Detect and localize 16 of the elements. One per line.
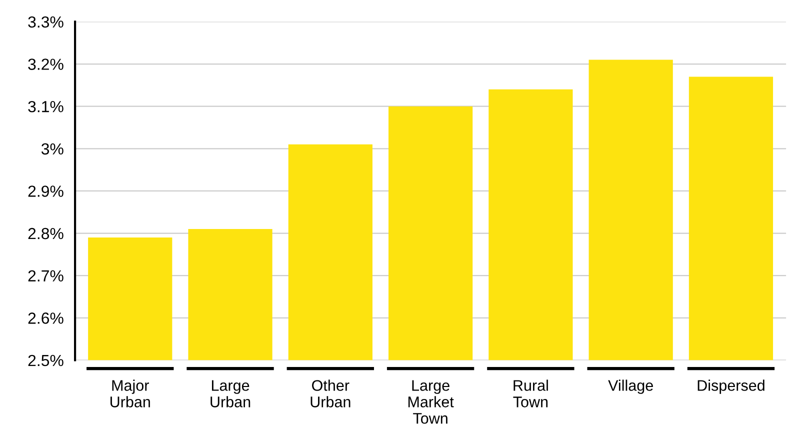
x-tick-label: Major Urban [110,380,150,408]
y-tick-label: 2.7% [28,270,64,282]
x-tick-label: Village [608,380,653,394]
y-tick-label: 2.5% [28,354,64,366]
x-tick-label: Other Urban [310,380,350,408]
x-tick-label: Rural Town [513,380,548,408]
y-tick-label: 2.6% [28,312,64,324]
y-tick-label: 2.8% [28,228,64,240]
y-tick-label: 3% [41,143,64,155]
x-tick-label: Large Market Town [408,380,454,424]
y-tick-label: 2.9% [28,186,64,197]
y-tick-label: 3.1% [28,100,64,112]
y-tick-label: 3.2% [28,58,64,70]
y-tick-label: 3.3% [28,16,64,28]
x-tick-label: Dispersed [698,380,764,394]
x-tick-label: Large Urban [210,380,250,408]
